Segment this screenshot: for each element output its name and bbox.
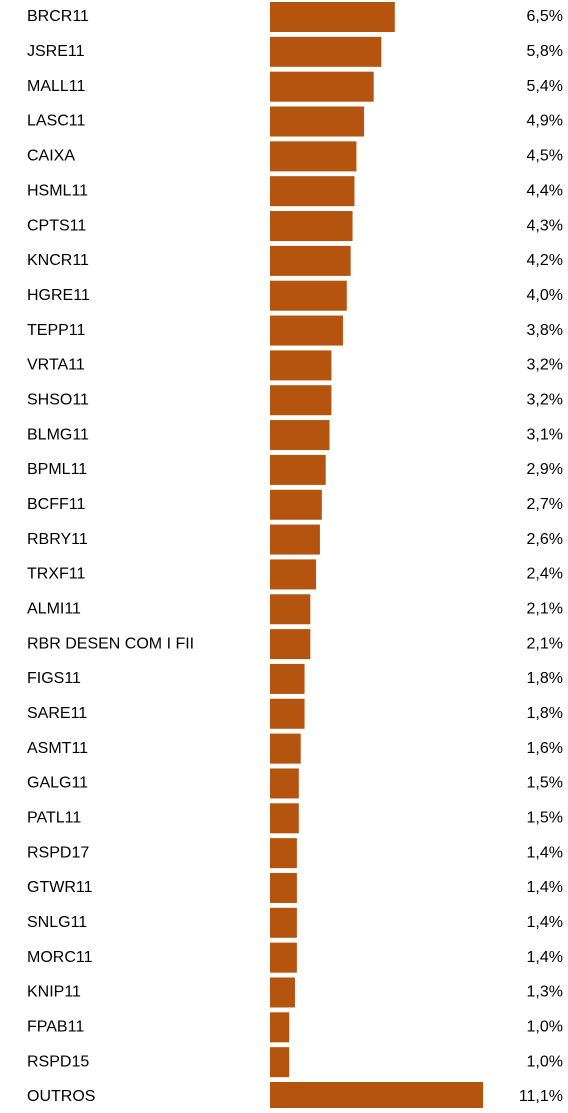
bar bbox=[270, 733, 301, 764]
value-label: 2,1% bbox=[527, 600, 563, 617]
value-label: 1,4% bbox=[527, 879, 563, 896]
bar bbox=[270, 1082, 484, 1112]
category-label: CAIXA bbox=[27, 148, 75, 165]
category-label: MORC11 bbox=[27, 949, 93, 966]
value-label: 1,4% bbox=[527, 949, 563, 966]
category-label: RBRY11 bbox=[27, 531, 88, 548]
value-label: 4,2% bbox=[527, 252, 563, 269]
value-label: 2,4% bbox=[527, 566, 563, 583]
category-label: FPAB11 bbox=[27, 1019, 84, 1036]
bar bbox=[270, 977, 295, 1008]
value-label: 1,6% bbox=[527, 740, 563, 757]
value-label: 3,1% bbox=[527, 426, 563, 443]
value-label: 4,3% bbox=[527, 217, 563, 234]
category-label: RBR DESEN COM I FII bbox=[27, 635, 194, 652]
category-label: SNLG11 bbox=[27, 914, 87, 931]
category-label: HSML11 bbox=[27, 182, 88, 199]
bar bbox=[270, 838, 297, 869]
value-label: 1,5% bbox=[527, 775, 563, 792]
bar bbox=[270, 176, 355, 207]
bar bbox=[270, 385, 332, 416]
category-label: BRCR11 bbox=[27, 8, 89, 25]
value-label: 1,4% bbox=[527, 914, 563, 931]
bar bbox=[270, 663, 305, 694]
value-label: 3,2% bbox=[527, 357, 563, 374]
value-label: 5,8% bbox=[527, 43, 563, 60]
category-label: ALMI11 bbox=[27, 600, 81, 617]
category-label: FIGS11 bbox=[27, 670, 81, 687]
bar bbox=[270, 872, 297, 903]
category-label: GALG11 bbox=[27, 775, 88, 792]
bar bbox=[270, 489, 322, 520]
category-label: VRTA11 bbox=[27, 357, 85, 374]
bar bbox=[270, 1012, 290, 1043]
category-label: LASC11 bbox=[27, 113, 86, 130]
bar bbox=[270, 524, 320, 555]
value-label: 3,8% bbox=[527, 322, 563, 339]
bar bbox=[270, 907, 297, 938]
category-label: HGRE11 bbox=[27, 287, 90, 304]
value-label: 6,5% bbox=[527, 8, 563, 25]
bar bbox=[270, 280, 347, 311]
bar bbox=[270, 559, 317, 590]
category-label: TRXF11 bbox=[27, 566, 85, 583]
bar bbox=[270, 36, 382, 67]
category-label: CPTS11 bbox=[27, 217, 86, 234]
category-label: PATL11 bbox=[27, 810, 81, 827]
bar bbox=[270, 698, 305, 729]
value-label: 4,9% bbox=[527, 113, 563, 130]
category-label: ASMT11 bbox=[27, 740, 88, 757]
value-label: 2,7% bbox=[527, 496, 563, 513]
value-label: 1,8% bbox=[527, 705, 563, 722]
bar bbox=[270, 942, 297, 973]
bar bbox=[270, 211, 353, 242]
bar bbox=[270, 803, 299, 834]
value-label: 4,0% bbox=[527, 287, 563, 304]
bar bbox=[270, 245, 351, 276]
bar bbox=[270, 350, 332, 381]
category-label: MALL11 bbox=[27, 78, 86, 95]
category-label: GTWR11 bbox=[27, 879, 93, 896]
category-label: TEPP11 bbox=[27, 322, 86, 339]
value-label: 4,5% bbox=[527, 148, 563, 165]
category-label: OUTROS bbox=[27, 1088, 95, 1105]
value-label: 1,3% bbox=[527, 984, 563, 1001]
category-label: BPML11 bbox=[27, 461, 87, 478]
value-label: 2,6% bbox=[527, 531, 563, 548]
bar bbox=[270, 106, 365, 137]
bar bbox=[270, 1047, 290, 1078]
bar bbox=[270, 454, 326, 485]
bar bbox=[270, 2, 395, 32]
value-label: 1,0% bbox=[527, 1019, 563, 1036]
value-label: 2,9% bbox=[527, 461, 563, 478]
category-label: KNIP11 bbox=[27, 984, 81, 1001]
value-label: 3,2% bbox=[527, 391, 563, 408]
bar bbox=[270, 594, 311, 625]
category-label: SARE11 bbox=[27, 705, 87, 722]
bar bbox=[270, 315, 343, 346]
bar bbox=[270, 420, 330, 451]
bar bbox=[270, 141, 357, 172]
value-label: 11,1% bbox=[519, 1088, 563, 1105]
category-label: BCFF11 bbox=[27, 496, 85, 513]
category-label: RSPD15 bbox=[27, 1053, 89, 1070]
value-label: 5,4% bbox=[527, 78, 563, 95]
value-label: 1,5% bbox=[527, 810, 563, 827]
category-label: KNCR11 bbox=[27, 252, 89, 269]
category-label: RSPD17 bbox=[27, 844, 89, 861]
value-label: 1,0% bbox=[527, 1053, 563, 1070]
category-label: SHSO11 bbox=[27, 391, 89, 408]
value-label: 2,1% bbox=[527, 635, 563, 652]
bar bbox=[270, 629, 311, 660]
value-label: 1,8% bbox=[527, 670, 563, 687]
category-label: BLMG11 bbox=[27, 426, 89, 443]
value-label: 4,4% bbox=[527, 182, 563, 199]
category-label: JSRE11 bbox=[27, 43, 85, 60]
bar bbox=[270, 768, 299, 799]
bar bbox=[270, 71, 374, 102]
value-label: 1,4% bbox=[527, 844, 563, 861]
